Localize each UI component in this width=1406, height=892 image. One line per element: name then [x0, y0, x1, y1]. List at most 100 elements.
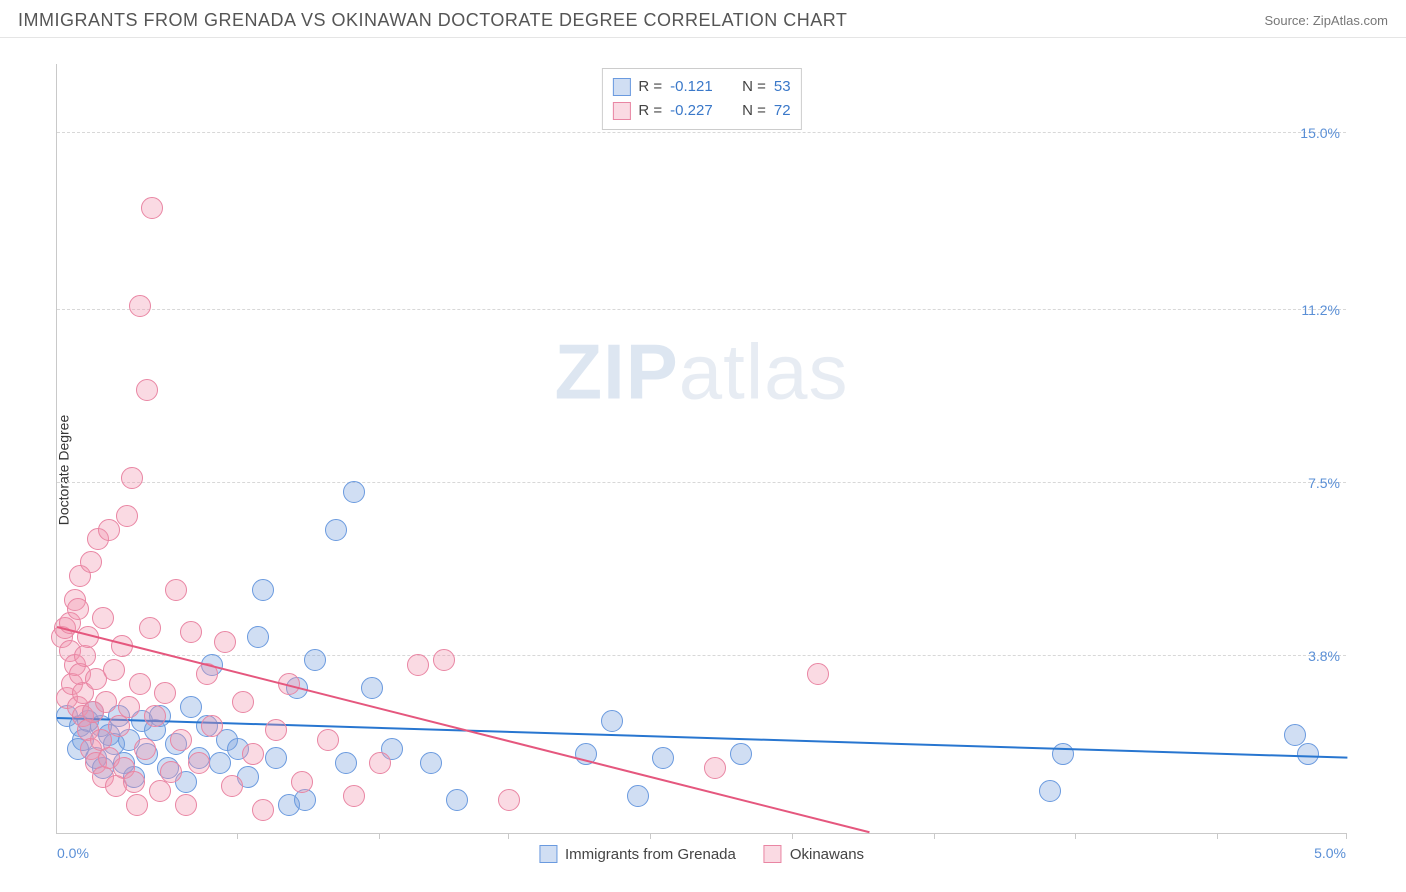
r-value-grenada: -0.121 — [670, 75, 728, 99]
data-point-okinawans — [126, 794, 148, 816]
data-point-okinawans — [343, 785, 365, 807]
data-point-okinawans — [807, 663, 829, 685]
data-point-okinawans — [67, 598, 89, 620]
data-point-okinawans — [201, 715, 223, 737]
data-point-grenada — [252, 579, 274, 601]
legend-label-grenada: Immigrants from Grenada — [565, 846, 736, 863]
x-tick — [792, 833, 793, 839]
swatch-okinawans — [612, 102, 630, 120]
data-point-grenada — [652, 747, 674, 769]
n-value-okinawans: 72 — [774, 99, 791, 123]
data-point-grenada — [420, 752, 442, 774]
data-point-grenada — [361, 677, 383, 699]
data-point-okinawans — [139, 617, 161, 639]
data-point-okinawans — [108, 715, 130, 737]
data-point-okinawans — [134, 738, 156, 760]
legend-swatch-okinawans — [764, 845, 782, 863]
data-point-okinawans — [74, 645, 96, 667]
data-point-grenada — [601, 710, 623, 732]
stats-row-okinawans: R = -0.227 N = 72 — [612, 99, 790, 123]
data-point-grenada — [325, 519, 347, 541]
watermark-zip: ZIP — [554, 327, 678, 415]
data-point-grenada — [1297, 743, 1319, 765]
y-tick-label: 15.0% — [1300, 125, 1340, 141]
data-point-okinawans — [252, 799, 274, 821]
watermark-atlas: atlas — [679, 327, 849, 415]
gridline — [57, 482, 1346, 483]
data-point-grenada — [209, 752, 231, 774]
data-point-okinawans — [407, 654, 429, 676]
data-point-okinawans — [214, 631, 236, 653]
x-tick — [650, 833, 651, 839]
legend-item-okinawans: Okinawans — [764, 845, 864, 863]
data-point-okinawans — [141, 197, 163, 219]
data-point-grenada — [304, 649, 326, 671]
data-point-okinawans — [123, 771, 145, 793]
data-point-okinawans — [221, 775, 243, 797]
x-max-label: 5.0% — [1314, 845, 1346, 861]
legend-item-grenada: Immigrants from Grenada — [539, 845, 736, 863]
data-point-okinawans — [188, 752, 210, 774]
gridline — [57, 132, 1346, 133]
data-point-okinawans — [175, 794, 197, 816]
y-tick-label: 11.2% — [1301, 302, 1340, 318]
data-point-grenada — [180, 696, 202, 718]
x-tick — [1217, 833, 1218, 839]
data-point-okinawans — [121, 467, 143, 489]
data-point-okinawans — [149, 780, 171, 802]
data-point-okinawans — [369, 752, 391, 774]
gridline — [57, 655, 1346, 656]
x-tick — [379, 833, 380, 839]
y-tick-label: 7.5% — [1308, 475, 1340, 491]
data-point-okinawans — [98, 519, 120, 541]
data-point-grenada — [1039, 780, 1061, 802]
data-point-okinawans — [116, 505, 138, 527]
chart-title: IMMIGRANTS FROM GRENADA VS OKINAWAN DOCT… — [18, 10, 847, 31]
data-point-okinawans — [498, 789, 520, 811]
data-point-okinawans — [170, 729, 192, 751]
data-point-okinawans — [154, 682, 176, 704]
stats-legend: R = -0.121 N = 53 R = -0.227 N = 72 — [601, 68, 801, 130]
data-point-okinawans — [704, 757, 726, 779]
legend-label-okinawans: Okinawans — [790, 846, 864, 863]
data-point-okinawans — [129, 295, 151, 317]
data-point-okinawans — [433, 649, 455, 671]
gridline — [57, 309, 1346, 310]
data-point-okinawans — [265, 719, 287, 741]
data-point-okinawans — [95, 691, 117, 713]
x-tick — [1075, 833, 1076, 839]
data-point-grenada — [627, 785, 649, 807]
x-tick — [237, 833, 238, 839]
n-value-grenada: 53 — [774, 75, 791, 99]
data-point-okinawans — [165, 579, 187, 601]
plot-region: ZIPatlas R = -0.121 N = 53 R = -0.227 N … — [56, 64, 1346, 834]
chart-header: IMMIGRANTS FROM GRENADA VS OKINAWAN DOCT… — [0, 0, 1406, 38]
r-value-okinawans: -0.227 — [670, 99, 728, 123]
data-point-okinawans — [291, 771, 313, 793]
r-label: R = — [638, 99, 662, 123]
data-point-grenada — [335, 752, 357, 774]
data-point-grenada — [265, 747, 287, 769]
data-point-okinawans — [160, 761, 182, 783]
chart-area: Doctorate Degree ZIPatlas R = -0.121 N =… — [0, 48, 1406, 892]
legend-swatch-grenada — [539, 845, 557, 863]
chart-source: Source: ZipAtlas.com — [1264, 13, 1388, 28]
x-origin-label: 0.0% — [57, 845, 89, 861]
data-point-okinawans — [242, 743, 264, 765]
data-point-grenada — [343, 481, 365, 503]
data-point-okinawans — [180, 621, 202, 643]
data-point-grenada — [446, 789, 468, 811]
n-label: N = — [742, 75, 766, 99]
data-point-okinawans — [129, 673, 151, 695]
swatch-grenada — [612, 78, 630, 96]
n-label: N = — [742, 99, 766, 123]
data-point-grenada — [294, 789, 316, 811]
data-point-grenada — [247, 626, 269, 648]
data-point-okinawans — [144, 705, 166, 727]
series-legend: Immigrants from Grenada Okinawans — [539, 845, 864, 863]
x-tick — [1346, 833, 1347, 839]
x-tick — [934, 833, 935, 839]
data-point-okinawans — [103, 659, 125, 681]
y-tick-label: 3.8% — [1308, 648, 1340, 664]
data-point-okinawans — [232, 691, 254, 713]
